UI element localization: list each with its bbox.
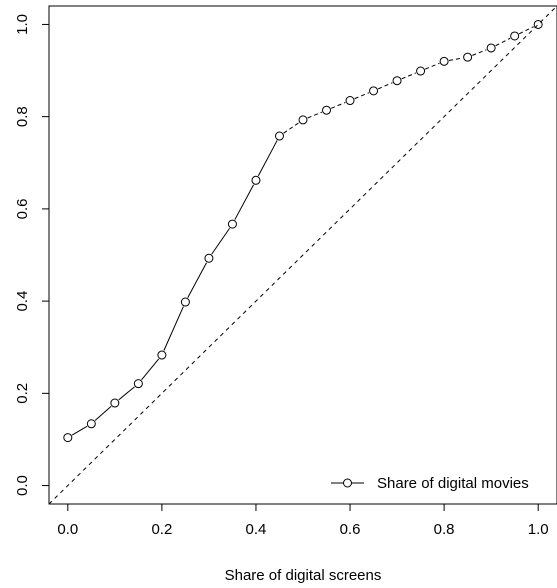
series-segment [71, 425, 88, 436]
x-axis: 0.0 0.2 0.4 0.6 0.8 1.0 [57, 504, 549, 538]
data-point [180, 297, 190, 307]
data-point [439, 56, 449, 66]
x-tick-label: 0.6 [340, 521, 361, 538]
data-point [274, 131, 284, 141]
data-point [251, 175, 261, 185]
data-point [133, 379, 143, 389]
y-tick-label: 0.6 [14, 198, 31, 219]
reference-diagonal [48, 5, 557, 505]
data-point [533, 19, 543, 29]
series-segment [163, 306, 184, 351]
data-point [157, 350, 167, 360]
series-segment [187, 262, 208, 298]
data-point [369, 86, 379, 96]
x-tick-label: 0.4 [246, 521, 267, 538]
y-tick-label: 0.8 [14, 106, 31, 127]
data-point [227, 219, 237, 229]
series-segment [448, 57, 463, 61]
data-point [63, 433, 73, 443]
data-point [463, 52, 473, 62]
legend-label: Share of digital movies [377, 475, 529, 492]
reference-line [48, 5, 557, 505]
data-point [345, 96, 355, 106]
data-point [86, 419, 96, 429]
x-axis-title: Share of digital screens [225, 567, 382, 584]
data-point [298, 115, 308, 125]
data-point [204, 253, 214, 263]
legend: Share of digital movies [331, 475, 529, 492]
series-segment [234, 184, 255, 220]
series-segment [425, 62, 440, 70]
x-tick-label: 1.0 [528, 521, 549, 538]
series-segment [283, 122, 300, 134]
data-point [486, 43, 496, 53]
x-tick-label: 0.2 [151, 521, 172, 538]
data-point [322, 105, 332, 115]
series-share-of-digital-movies [63, 19, 543, 443]
series-segment [211, 227, 231, 255]
y-tick-label: 0.0 [14, 475, 31, 496]
series-segment [495, 37, 511, 47]
y-tick-label: 0.4 [14, 291, 31, 312]
data-point [392, 76, 402, 86]
y-axis: 0.0 0.2 0.4 0.6 0.8 1.0 [14, 14, 49, 496]
x-tick-label: 0.8 [434, 521, 455, 538]
y-tick-label: 1.0 [14, 14, 31, 35]
series-segment [257, 140, 278, 177]
series-segment [354, 92, 370, 100]
plot-frame [48, 5, 557, 505]
x-tick-label: 0.0 [57, 521, 78, 538]
data-point [110, 398, 120, 408]
series-segment [472, 49, 487, 56]
series-segment [94, 405, 112, 421]
series-segment [141, 358, 160, 381]
series-segment [118, 386, 135, 401]
series-segment [330, 101, 346, 109]
series-segment [401, 72, 417, 80]
data-point [510, 31, 520, 41]
data-point [416, 66, 426, 76]
series-segment [377, 82, 393, 90]
series-segment [307, 111, 323, 119]
series-segment [518, 26, 534, 35]
y-tick-label: 0.2 [14, 383, 31, 404]
legend-marker [343, 478, 352, 488]
